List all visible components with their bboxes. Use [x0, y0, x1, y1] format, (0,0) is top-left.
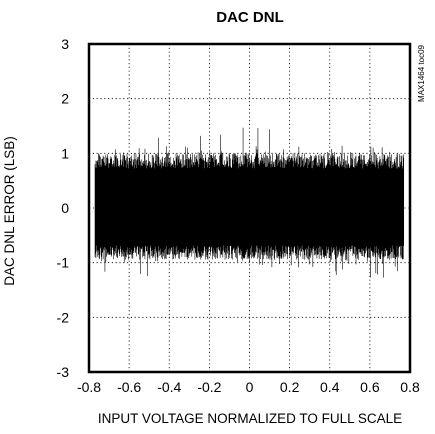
- x-tick-label: 0.2: [280, 379, 300, 395]
- x-tick-label: 0.4: [320, 379, 340, 395]
- y-tick-label: -1: [57, 255, 70, 271]
- y-axis-ticks: 3 2 1 0 -1 -2 -3: [57, 36, 70, 380]
- plot-frame: [87, 42, 412, 374]
- x-tick-label: 0.6: [360, 379, 380, 395]
- y-tick-label: -3: [57, 364, 70, 380]
- dnl-noise-band: [94, 127, 405, 278]
- y-tick-label: 1: [61, 145, 69, 161]
- x-axis-ticks: -0.8 -0.6 -0.4 -0.2 0 0.2 0.4 0.6 0.8: [77, 379, 420, 395]
- y-tick-label: 2: [61, 91, 69, 107]
- x-axis-label: INPUT VOLTAGE NORMALIZED TO FULL SCALE: [98, 411, 402, 426]
- dnl-series-core: [95, 168, 404, 246]
- y-axis-label: DAC DNL ERROR (LSB): [2, 136, 17, 286]
- figure-code-label: MAX1464 toc09: [417, 44, 426, 101]
- y-tick-label: 0: [61, 200, 69, 216]
- x-tick-label: 0: [246, 379, 254, 395]
- y-tick-label: 3: [61, 36, 69, 52]
- x-tick-label: -0.8: [77, 379, 101, 395]
- x-tick-label: -0.2: [197, 379, 221, 395]
- x-tick-label: -0.4: [157, 379, 181, 395]
- y-tick-label: -2: [57, 309, 70, 325]
- chart-title: DAC DNL: [216, 9, 284, 26]
- x-tick-label: -0.6: [117, 379, 141, 395]
- x-tick-label: 0.8: [400, 379, 420, 395]
